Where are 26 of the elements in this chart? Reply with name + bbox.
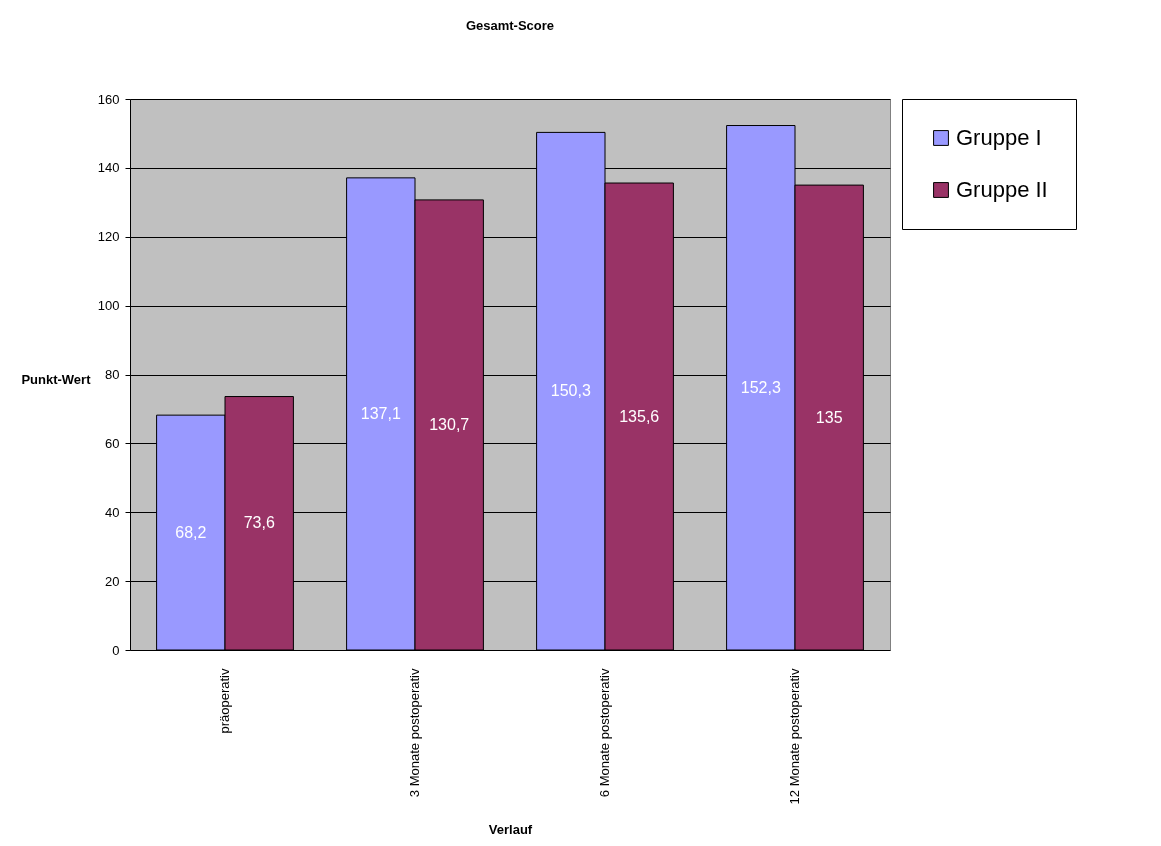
x-axis-title: Verlauf (488, 822, 533, 838)
y-tick-label: 0 (112, 642, 120, 658)
data-label: 152,3 (740, 378, 781, 396)
data-label: 137,1 (360, 404, 401, 422)
data-label: 130,7 (429, 415, 470, 433)
data-label: 68,2 (175, 523, 207, 541)
chart-title: Gesamt-Score (465, 18, 555, 33)
legend-label: Gruppe I (956, 125, 1042, 150)
y-tick-label: 140 (97, 160, 120, 176)
y-tick-label: 60 (105, 435, 120, 451)
y-tick-label: 40 (105, 504, 120, 520)
data-label: 73,6 (243, 514, 275, 532)
x-tick-label: präoperativ (217, 668, 232, 734)
x-tick-label: 6 Monate postoperativ (597, 668, 612, 798)
y-tick-label: 160 (97, 91, 120, 107)
y-tick-label: 80 (105, 367, 120, 382)
x-tick-label: 12 Monate postoperativ (787, 668, 802, 805)
y-tick-label: 100 (97, 298, 120, 314)
y-tick-label: 20 (105, 573, 120, 589)
data-label: 150,3 (550, 382, 591, 400)
data-label: 135 (815, 408, 843, 426)
y-axis-title: Punkt-Wert (21, 371, 92, 387)
data-label: 135,6 (619, 407, 660, 425)
y-tick-label: 120 (97, 229, 120, 245)
legend-label: Gruppe II (956, 177, 1048, 202)
x-tick-label: 3 Monate postoperativ (407, 668, 422, 798)
